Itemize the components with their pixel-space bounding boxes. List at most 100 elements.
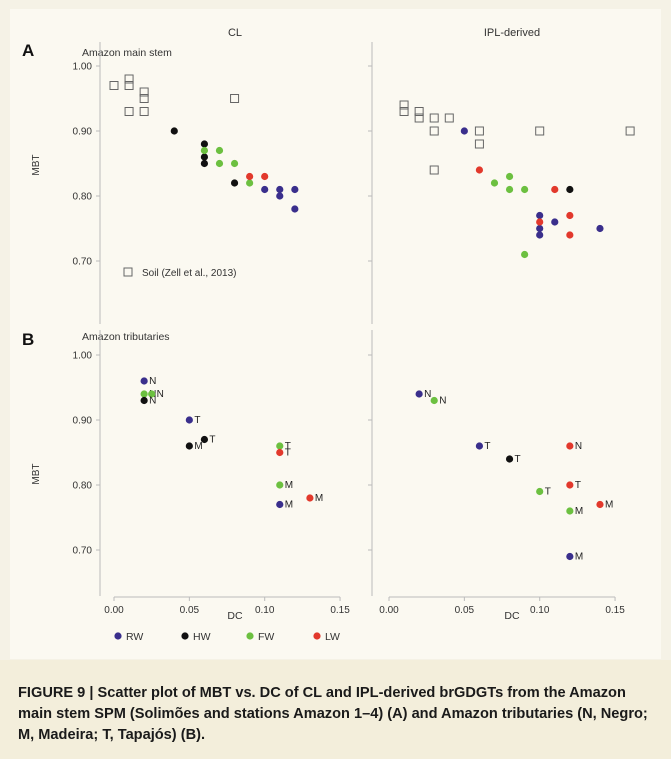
data-point-rw (536, 224, 544, 233)
data-point-hw (200, 435, 209, 444)
data-point-lw (536, 218, 544, 226)
legend-marker-fw (246, 632, 254, 640)
data-point-fw (246, 179, 254, 187)
point-label: M (285, 480, 293, 491)
y-axis-label-b: MBT (31, 463, 42, 484)
y-axis-label-a: MBT (31, 154, 42, 175)
chart-marks: 1.00 0.90 0.80 0.70 1.00 0.90 0.80 0.70 0.00 0.05… (73, 42, 635, 643)
y-tick-label: 1.00 (73, 351, 93, 362)
data-point-lw (566, 481, 574, 489)
soil-marker (399, 107, 409, 116)
point-label: T (484, 441, 490, 452)
data-point-rw (415, 390, 423, 398)
y-tick-label: 0.80 (73, 192, 93, 203)
data-point-rw (536, 231, 544, 239)
data-point-rw (276, 192, 284, 200)
data-point-rw (460, 127, 468, 135)
soil-legend-label: Soil (Zell et al., 2013) (142, 268, 237, 279)
data-point-hw (200, 153, 209, 161)
data-point-fw (505, 185, 514, 194)
data-point-rw (291, 185, 299, 194)
point-label: M (285, 500, 293, 511)
soil-marker (474, 139, 484, 149)
data-point-lw (246, 172, 254, 181)
x-tick-label: 0.05 (180, 605, 200, 616)
data-point-fw (215, 159, 224, 168)
x-tick-label: 0.10 (255, 605, 275, 616)
data-point-rw (566, 552, 574, 561)
y-tick-label: 1.00 (73, 62, 93, 73)
scatter-figure: CL IPL-derived A Amazon main stem B Amaz… (22, 27, 635, 643)
point-label: M (605, 500, 613, 511)
data-point-rw (536, 211, 544, 220)
point-label: T (515, 454, 521, 465)
data-point-rw (261, 185, 269, 194)
data-point-fw (230, 159, 239, 168)
data-point-fw (276, 481, 284, 489)
figure-caption: FIGURE 9 | Scatter plot of MBT vs. DC of… (0, 660, 671, 759)
point-label: N (575, 441, 582, 452)
soil-marker (124, 107, 134, 116)
data-point-hw (230, 179, 239, 187)
data-point-lw (566, 442, 574, 450)
data-point-rw (475, 442, 484, 450)
x-tick-label: 0.15 (605, 605, 625, 616)
panel-b-subtitle: Amazon tributaries (82, 331, 170, 343)
data-point-fw (536, 487, 544, 496)
caption-text: FIGURE 9 | Scatter plot of MBT vs. DC of… (18, 685, 648, 743)
soil-marker (399, 100, 409, 110)
soil-marker (429, 126, 439, 136)
data-point-lw (566, 211, 574, 220)
soil-marker (139, 94, 149, 103)
point-label: T (194, 415, 200, 426)
soil-marker (230, 94, 240, 103)
legend-label-lw: LW (325, 631, 340, 643)
data-point-hw (185, 442, 193, 450)
data-point-hw (140, 396, 148, 405)
x-tick-label: 0.00 (379, 605, 399, 616)
soil-marker (139, 107, 149, 116)
point-label: N (439, 396, 446, 407)
soil-marker (535, 126, 545, 136)
data-point-rw (291, 205, 299, 213)
point-label: M (575, 506, 583, 517)
soil-marker (429, 113, 439, 123)
y-tick-label: 0.90 (73, 416, 93, 427)
panel-letter-b: B (22, 330, 34, 349)
legend-label-fw: FW (258, 631, 274, 643)
data-point-lw (596, 500, 604, 509)
data-point-fw (505, 172, 514, 181)
data-point-rw (276, 500, 284, 509)
legend-marker-hw (181, 632, 189, 640)
data-point-lw (566, 231, 574, 239)
x-tick-label: 0.00 (104, 605, 124, 616)
y-tick-label: 0.90 (73, 127, 93, 138)
panel-a-subtitle: Amazon main stem (82, 47, 172, 59)
soil-marker (414, 113, 424, 123)
soil-marker (474, 126, 484, 136)
soil-marker (124, 81, 134, 90)
data-point-hw (505, 455, 514, 463)
data-point-lw (276, 448, 284, 457)
legend-label-hw: HW (193, 631, 211, 643)
data-point-fw (148, 390, 156, 398)
data-point-hw (566, 185, 574, 194)
data-point-lw (306, 494, 314, 502)
point-label: T (285, 441, 291, 452)
x-axis-label-ipl: DC (504, 610, 520, 622)
data-point-fw (276, 442, 284, 450)
data-point-fw (566, 507, 574, 515)
panel-letter-a: A (22, 41, 34, 60)
legend-label-rw: RW (126, 631, 143, 643)
point-label: N (149, 396, 156, 407)
data-point-lw (261, 172, 269, 181)
data-point-lw (475, 166, 484, 174)
data-point-rw (185, 416, 193, 424)
data-point-fw (521, 185, 529, 194)
data-point-fw (140, 390, 148, 398)
point-label: T (209, 435, 215, 446)
soil-marker (124, 74, 134, 84)
y-tick-label: 0.70 (73, 257, 93, 268)
point-label: N (157, 389, 164, 400)
data-point-rw (140, 377, 148, 385)
